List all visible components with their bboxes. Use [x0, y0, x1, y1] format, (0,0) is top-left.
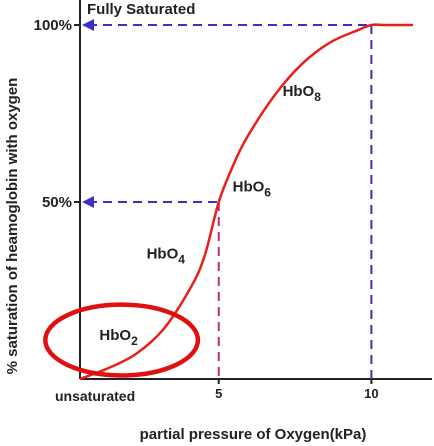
- axis-ticks: 50% 100% 5 10: [34, 17, 379, 401]
- guide-arrowhead-0: [82, 196, 94, 208]
- annotation-1: HbO4: [147, 246, 186, 267]
- annotation-2: HbO6: [233, 178, 272, 199]
- annotation-subscript-3: 8: [314, 90, 321, 104]
- y-tick-label-1: 100%: [34, 17, 72, 34]
- reference-lines: [82, 19, 373, 379]
- annotation-0: HbO2: [99, 327, 138, 348]
- annotation-subscript-0: 2: [131, 334, 138, 348]
- axes: [79, 0, 432, 380]
- y-tick-label-0: 50%: [42, 194, 72, 211]
- series-layer: [79, 23, 413, 381]
- annotations: HbO2 HbO4 HbO6 HbO8: [43, 83, 322, 378]
- x-tick-label-0: 5: [215, 386, 222, 401]
- annotation-subscript-2: 6: [264, 185, 271, 199]
- baseline-label: unsaturated: [55, 388, 135, 404]
- x-axis-label: partial pressure of Oxygen(kPa): [140, 426, 367, 443]
- highlight-ellipse: [43, 302, 201, 378]
- annotation-3: HbO8: [283, 83, 322, 104]
- guide-arrowhead-1: [82, 19, 94, 31]
- annotation-subscript-1: 4: [178, 253, 185, 267]
- x-tick-label-1: 10: [364, 386, 378, 401]
- chart-title: Fully Saturated: [87, 1, 195, 18]
- y-axis-label: % saturation of heamoglobin with oxygen: [4, 78, 21, 375]
- saturation-curve-0: [79, 23, 413, 381]
